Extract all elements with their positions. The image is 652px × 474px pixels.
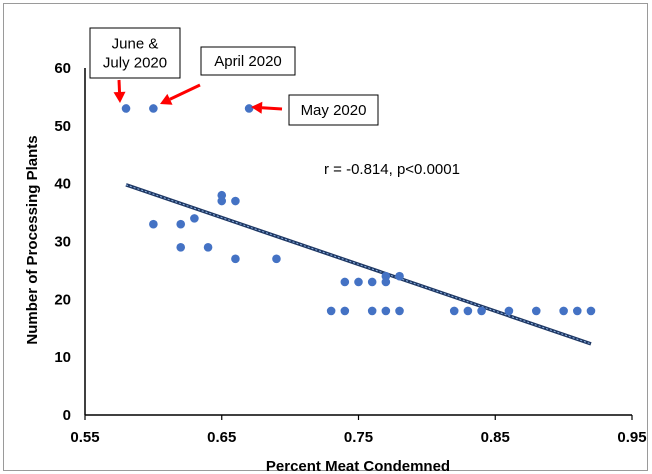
annotation-callout: April 2020 [160, 46, 296, 105]
data-point [244, 104, 254, 113]
data-point [531, 306, 541, 316]
data-point [176, 219, 186, 229]
y-tick-label: 30 [54, 234, 71, 251]
annotation-callout: May 2020 [251, 94, 379, 126]
data-point [477, 306, 486, 316]
annotation-text: April 2020 [214, 53, 282, 70]
annotation-box [200, 46, 296, 76]
y-tick-label: 10 [54, 349, 71, 366]
data-point [367, 277, 377, 287]
data-point [395, 271, 404, 281]
data-point [354, 277, 363, 287]
annotation-text: July 2020 [103, 55, 167, 72]
correlation-label: r = -0.814, p<0.0001 [324, 161, 460, 178]
x-tick-label: 0.75 [344, 429, 373, 446]
y-tick-label: 40 [54, 176, 71, 193]
x-tick-label: 0.95 [617, 429, 646, 446]
annotation-callout: June & July 2020 [89, 27, 181, 103]
arrow-head-icon [251, 101, 263, 114]
trendline-highlight [125, 184, 592, 345]
data-point [504, 306, 514, 316]
arrow-shaft [261, 106, 283, 111]
x-tick-labels: 0.55 0.65 0.75 0.85 0.95 [70, 415, 647, 446]
arrow-shaft [117, 79, 122, 93]
data-point [231, 254, 240, 264]
data-point [559, 306, 568, 316]
data-point [326, 306, 336, 316]
data-point [121, 104, 131, 113]
arrow-head-icon [113, 91, 126, 103]
x-tick-label: 0.65 [207, 429, 236, 446]
x-tick-label: 0.85 [481, 429, 510, 446]
x-tick-label: 0.55 [70, 429, 99, 446]
data-point [203, 242, 213, 252]
data-point [217, 196, 227, 206]
y-tick-label: 20 [54, 291, 71, 308]
data-point [395, 306, 404, 316]
data-points [121, 104, 596, 316]
annotation-box [288, 94, 379, 126]
chart-frame [3, 3, 648, 471]
data-point [367, 306, 377, 316]
data-point [340, 306, 350, 316]
data-point [190, 214, 199, 223]
data-point [340, 277, 350, 287]
y-axis-title: Number of Processing Plants [24, 135, 41, 344]
arrow-head-icon [160, 93, 173, 105]
data-point [381, 277, 391, 287]
arrow-shaft [169, 83, 201, 101]
x-axis-title: Percent Meat Condemned [266, 458, 450, 474]
y-tick-label: 60 [54, 60, 71, 77]
data-point [176, 242, 186, 252]
annotation-text: June & [112, 36, 159, 53]
y-tick-label: 50 [54, 118, 71, 135]
y-tick-label: 0 [63, 407, 71, 424]
data-point [586, 306, 596, 316]
data-point [463, 306, 473, 316]
annotation-text: May 2020 [301, 102, 367, 119]
data-point [449, 306, 459, 316]
annotations: June & July 2020 April 2020 May 2020 [89, 27, 379, 126]
y-tick-labels: 0 10 20 30 40 50 60 [54, 60, 71, 424]
data-point [231, 196, 240, 206]
annotation-box [89, 27, 181, 79]
data-point [272, 254, 281, 264]
data-point [149, 104, 158, 113]
data-point [381, 306, 391, 316]
data-point [573, 306, 582, 316]
data-point [149, 219, 158, 229]
